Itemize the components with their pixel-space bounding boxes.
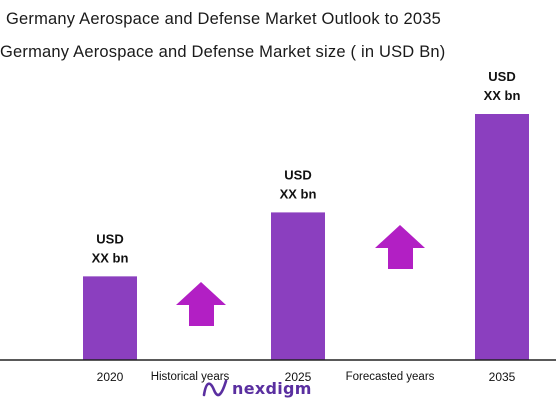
annotation-historical-years: Historical years — [151, 371, 230, 383]
bar-2025 — [271, 212, 325, 360]
chart-subtitle: Germany Aerospace and Defense Market siz… — [0, 43, 446, 61]
nexdigm-logo: nexdigm — [202, 378, 312, 398]
value-label-currency-2035: USD — [488, 69, 515, 84]
forecast-growth-arrow-icon — [375, 225, 425, 269]
nexdigm-logo-icon — [202, 379, 228, 397]
value-label-currency-2025: USD — [284, 167, 311, 182]
historical-growth-arrow-icon — [176, 282, 226, 326]
x-tick-2020: 2020 — [97, 370, 124, 384]
annotation-forecasted-years: Forecasted years — [346, 371, 435, 383]
x-tick-2035: 2035 — [489, 370, 516, 384]
bar-2035 — [475, 114, 529, 360]
value-label-currency-2020: USD — [96, 231, 123, 246]
bar-group — [83, 114, 529, 360]
label-group: Historical years Forecasted years USD XX … — [92, 69, 521, 384]
x-tick-2025: 2025 — [285, 370, 312, 384]
arrow-group — [176, 225, 425, 326]
value-label-amount-2025: XX bn — [280, 186, 317, 201]
logo-text: nexdigm — [232, 378, 312, 398]
value-label-amount-2020: XX bn — [92, 250, 129, 265]
chart-title: Germany Aerospace and Defense Market Out… — [6, 10, 442, 28]
bar-2020 — [83, 276, 137, 360]
value-label-amount-2035: XX bn — [484, 88, 521, 103]
